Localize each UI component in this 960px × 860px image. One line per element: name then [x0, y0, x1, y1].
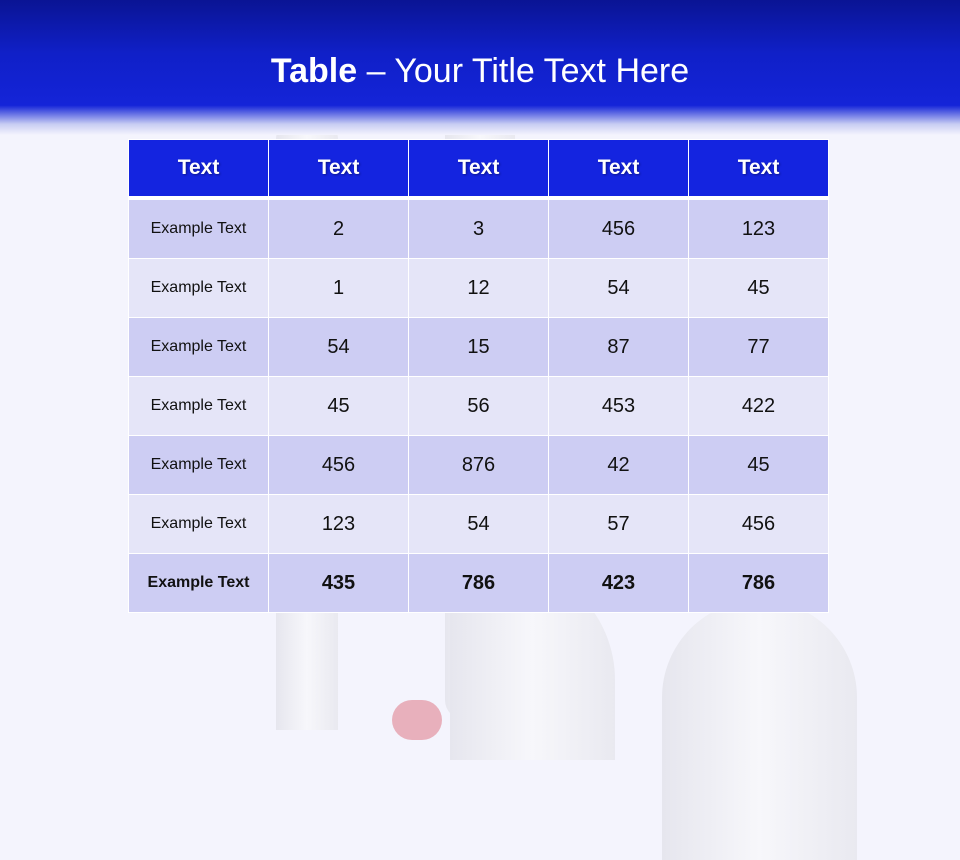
row-label: Example Text	[128, 435, 269, 495]
row-label: Example Text	[128, 197, 269, 259]
table-cell: 422	[688, 376, 829, 436]
title-rest: – Your Title Text Here	[357, 52, 690, 90]
column-header: Text	[548, 139, 689, 200]
table-row: Example Text 1 12 54 45	[128, 258, 829, 318]
column-header: Text	[688, 139, 829, 200]
slide-title: Table – Your Title Text Here	[0, 52, 960, 91]
header-row: Text Text Text Text Text	[128, 139, 829, 200]
background-figure-accent	[392, 700, 442, 740]
table-cell: 123	[268, 494, 409, 554]
table-cell: 54	[408, 494, 549, 554]
table-cell: 12	[408, 258, 549, 318]
table-cell: 1	[268, 258, 409, 318]
table-cell: 56	[408, 376, 549, 436]
data-table: Text Text Text Text Text Example Text 2 3 456 12…	[128, 139, 829, 613]
table-cell: 453	[548, 376, 689, 436]
table-cell: 456	[548, 197, 689, 259]
table-row: Example Text 456 876 42 45	[128, 435, 829, 495]
table-cell: 45	[268, 376, 409, 436]
table-cell: 45	[688, 258, 829, 318]
table-row: Example Text 123 54 57 456	[128, 494, 829, 554]
table-cell: 45	[688, 435, 829, 495]
table-row: Example Text 45 56 453 422	[128, 376, 829, 436]
table-cell: 2	[268, 197, 409, 259]
table-cell: 876	[408, 435, 549, 495]
column-header: Text	[408, 139, 549, 200]
table-cell: 456	[688, 494, 829, 554]
title-bold: Table	[270, 52, 358, 90]
table-cell: 423	[548, 553, 689, 613]
table-cell: 54	[548, 258, 689, 318]
table-cell: 87	[548, 317, 689, 377]
row-label: Example Text	[128, 317, 269, 377]
table-cell: 57	[548, 494, 689, 554]
row-label: Example Text	[128, 376, 269, 436]
table-cell: 77	[688, 317, 829, 377]
row-label: Example Text	[128, 494, 269, 554]
row-label: Example Text	[128, 553, 269, 613]
row-label: Example Text	[128, 258, 269, 318]
table-row: Example Text 2 3 456 123	[128, 197, 829, 259]
table-row: Example Text 54 15 87 77	[128, 317, 829, 377]
table-cell: 435	[268, 553, 409, 613]
table-cell: 786	[408, 553, 549, 613]
table-cell: 456	[268, 435, 409, 495]
table-cell: 42	[548, 435, 689, 495]
table-cell: 3	[408, 197, 549, 259]
table-cell: 786	[688, 553, 829, 613]
table-row: Example Text 435 786 423 786	[128, 553, 829, 613]
background-figure-body	[662, 600, 857, 860]
table-cell: 123	[688, 197, 829, 259]
table-cell: 15	[408, 317, 549, 377]
column-header: Text	[268, 139, 409, 200]
column-header: Text	[128, 139, 269, 200]
title-banner	[0, 0, 960, 135]
table-cell: 54	[268, 317, 409, 377]
